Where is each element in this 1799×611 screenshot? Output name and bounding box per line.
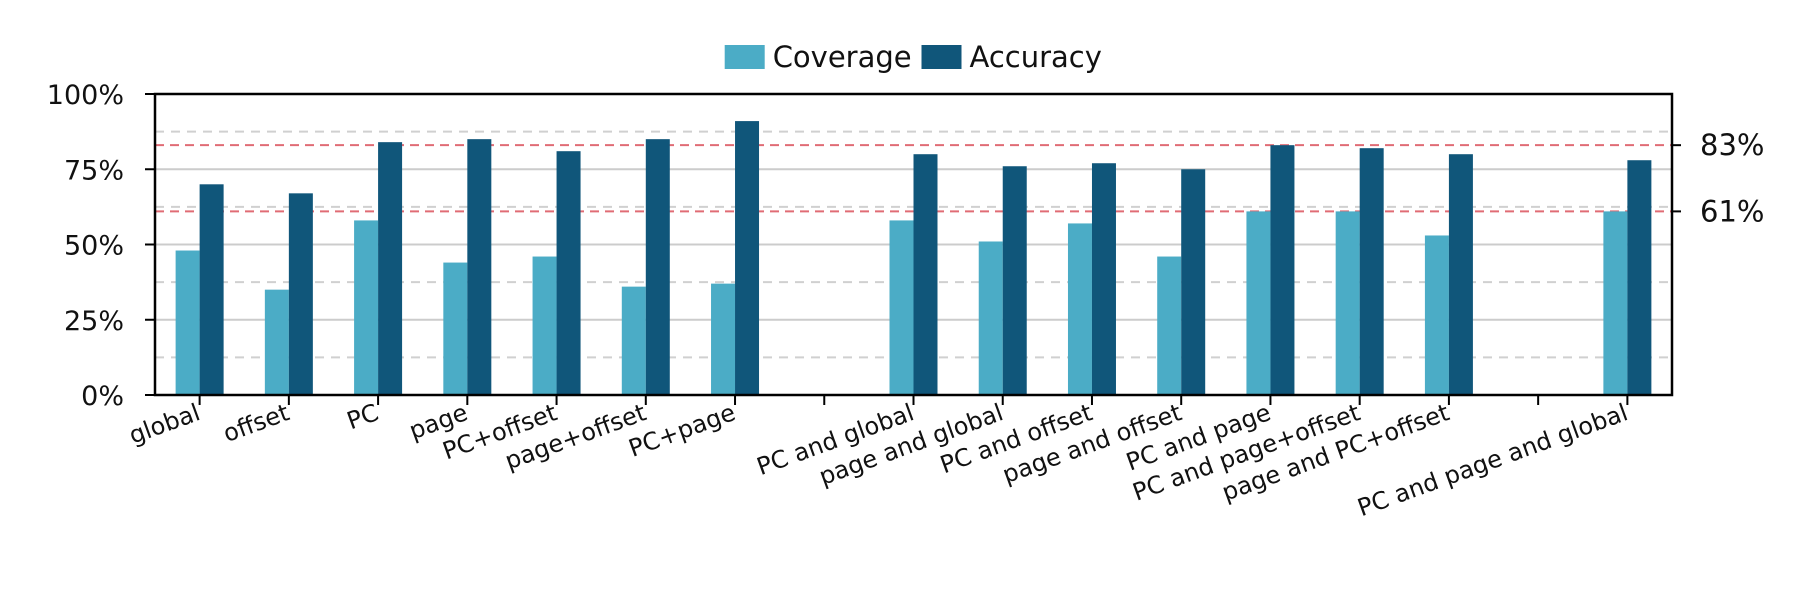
x-tick-label: global (125, 398, 203, 449)
bar-accuracy (288, 193, 313, 395)
legend-swatch-coverage (724, 45, 765, 69)
bar-coverage (354, 220, 379, 395)
bar-accuracy (1359, 148, 1384, 395)
bar-accuracy (1627, 160, 1652, 395)
y-tick-label: 50% (64, 231, 124, 262)
bar-coverage (1157, 256, 1182, 395)
bar-accuracy (1002, 166, 1027, 395)
reference-label: 83% (1700, 128, 1764, 162)
bar-accuracy (645, 139, 670, 395)
bar-accuracy (735, 121, 760, 395)
bar-coverage (1603, 211, 1628, 395)
bar-coverage (532, 256, 557, 395)
x-axis-ticks: global offset PC pagePC+offsetpage+offsetPC… (125, 395, 1631, 522)
legend-label-coverage: Coverage (773, 40, 912, 74)
legend: Coverage Accuracy (724, 40, 1102, 74)
reference-line-labels: 83% 61% (1672, 128, 1764, 228)
y-tick-label: 75% (64, 155, 124, 186)
bar-coverage (175, 250, 200, 395)
bar-coverage (1335, 211, 1360, 395)
y-tick-label: 100% (47, 80, 124, 111)
x-tick-label: offset (220, 398, 293, 448)
bar-coverage (1067, 223, 1092, 395)
reference-label: 61% (1700, 194, 1764, 228)
legend-label-accuracy: Accuracy (970, 40, 1102, 74)
bar-coverage (443, 262, 468, 395)
bar-coverage (264, 289, 289, 395)
y-tick-label: 0% (81, 381, 124, 412)
legend-swatch-accuracy (921, 45, 962, 69)
y-axis-ticks: 0% 25% 50% 75% 100% (47, 80, 155, 412)
bar-coverage (1246, 211, 1271, 395)
x-tick-label: PC (343, 398, 382, 435)
bar-coverage (889, 220, 914, 395)
bars (175, 121, 1652, 395)
bar-accuracy (199, 184, 224, 395)
bar-coverage (1424, 235, 1449, 395)
bar-accuracy (913, 154, 938, 395)
bar-coverage (621, 286, 646, 395)
bar-accuracy (1091, 163, 1116, 395)
bar-accuracy (556, 151, 581, 395)
bar-accuracy (1448, 154, 1473, 395)
y-tick-label: 25% (64, 306, 124, 337)
bar-accuracy (378, 142, 403, 395)
bar-accuracy (1181, 169, 1206, 395)
bar-coverage (978, 241, 1003, 395)
bar-accuracy (467, 139, 492, 395)
bar-coverage (711, 283, 736, 395)
bar-accuracy (1270, 145, 1295, 395)
